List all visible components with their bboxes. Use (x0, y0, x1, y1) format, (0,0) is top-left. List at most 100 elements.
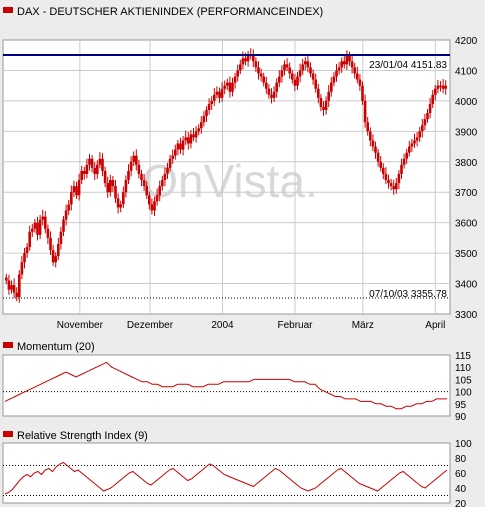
candle-body (210, 100, 213, 104)
candle-body (400, 164, 403, 174)
candle-body (423, 119, 427, 126)
momentum-title-marker (3, 342, 13, 348)
candle-body (49, 237, 52, 251)
candle-body (93, 167, 96, 174)
x-tick-label: Februar (277, 320, 313, 331)
candle-body (163, 173, 167, 181)
candle-body (51, 250, 55, 263)
price-series (5, 48, 447, 303)
y-tick-label: 100 (455, 388, 472, 399)
candle-body (5, 277, 8, 281)
y-tick-label: 115 (455, 351, 471, 362)
candle-body (327, 91, 330, 101)
candle-body (46, 228, 50, 238)
candle-body (184, 137, 187, 141)
candle-body (15, 292, 18, 297)
main-panel: DAX - DEUTSCHER AKTIENINDEX (PERFORMANCE… (2, 6, 478, 331)
series-line (4, 361, 447, 410)
candle-body (272, 91, 276, 98)
candle-body (358, 79, 362, 86)
main-title: DAX - DEUTSCHER AKTIENINDEX (PERFORMANCE… (17, 6, 323, 18)
candle-body (241, 58, 245, 65)
momentum-title: Momentum (20) (17, 341, 95, 353)
candle-body (335, 70, 338, 77)
candle-body (254, 61, 258, 68)
candle-body (220, 88, 224, 98)
candle-body (202, 116, 206, 123)
y-tick-label: 105 (455, 375, 472, 386)
candle-body (64, 210, 68, 220)
candle-body (36, 222, 39, 235)
y-tick-label: 4200 (455, 36, 478, 47)
candle-body (309, 67, 312, 74)
x-tick-label: November (57, 320, 104, 331)
candle-body (384, 173, 388, 181)
candle-body (194, 131, 198, 138)
candle-body (7, 280, 11, 290)
candle-body (41, 216, 44, 220)
candle-body (213, 94, 216, 101)
main-title-marker (3, 7, 13, 13)
candle-body (12, 285, 16, 293)
candle-body (236, 70, 239, 77)
candle-body (311, 73, 315, 80)
candle-body (257, 67, 260, 74)
y-tick-label: 3500 (455, 249, 478, 260)
candle-body (410, 143, 414, 147)
candle-body (332, 76, 336, 83)
candle-body (59, 231, 63, 244)
candle-body (366, 122, 369, 132)
candle-body (187, 137, 190, 144)
candle-body (28, 231, 31, 248)
candle-body (31, 228, 34, 232)
candle-body (387, 180, 390, 184)
candle-body (88, 158, 91, 165)
candle-body (223, 85, 226, 89)
rsi-panel: Relative Strength Index (9) 20 40 60 80 100 (2, 430, 472, 507)
candle-body (218, 91, 221, 98)
candle-body (148, 195, 151, 205)
candle-body (62, 219, 65, 232)
candle-body (168, 158, 172, 168)
candle-body (288, 67, 291, 74)
candle-body (239, 64, 242, 71)
candle-body (145, 186, 148, 196)
candle-body (129, 161, 133, 171)
rsi-title-marker (3, 431, 13, 437)
y-tick-label: 95 (455, 400, 467, 411)
candle-body (389, 183, 393, 187)
candle-body (124, 180, 128, 193)
candle-body (306, 61, 310, 68)
candle-body (379, 161, 382, 168)
candle-body (158, 186, 161, 196)
candle-body (343, 61, 346, 65)
candle-body (314, 79, 317, 89)
candle-body (140, 173, 143, 181)
candle-body (207, 103, 211, 111)
candle-body (96, 164, 99, 174)
candle-body (161, 180, 164, 187)
candle-body (231, 82, 234, 92)
y-tick-label: 100 (455, 439, 472, 450)
candle-body (322, 106, 325, 111)
candle-body (405, 152, 408, 159)
series-line (4, 461, 448, 495)
y-tick-label: 110 (455, 363, 471, 374)
momentum-plot-area (2, 354, 451, 417)
y-tick-label: 3600 (455, 219, 478, 230)
candle-body (275, 82, 278, 92)
candle-body (304, 61, 307, 65)
candle-body (441, 85, 445, 89)
candle-body (75, 186, 78, 196)
candle-body (392, 186, 395, 190)
candle-body (340, 61, 343, 68)
x-tick-label: Dezember (127, 320, 174, 331)
candle-body (114, 186, 117, 199)
candle-body (434, 88, 437, 95)
candle-body (101, 158, 104, 171)
y-tick-label: 40 (455, 484, 467, 495)
candle-body (356, 73, 359, 80)
candle-body (44, 216, 47, 229)
candle-body (395, 183, 398, 190)
